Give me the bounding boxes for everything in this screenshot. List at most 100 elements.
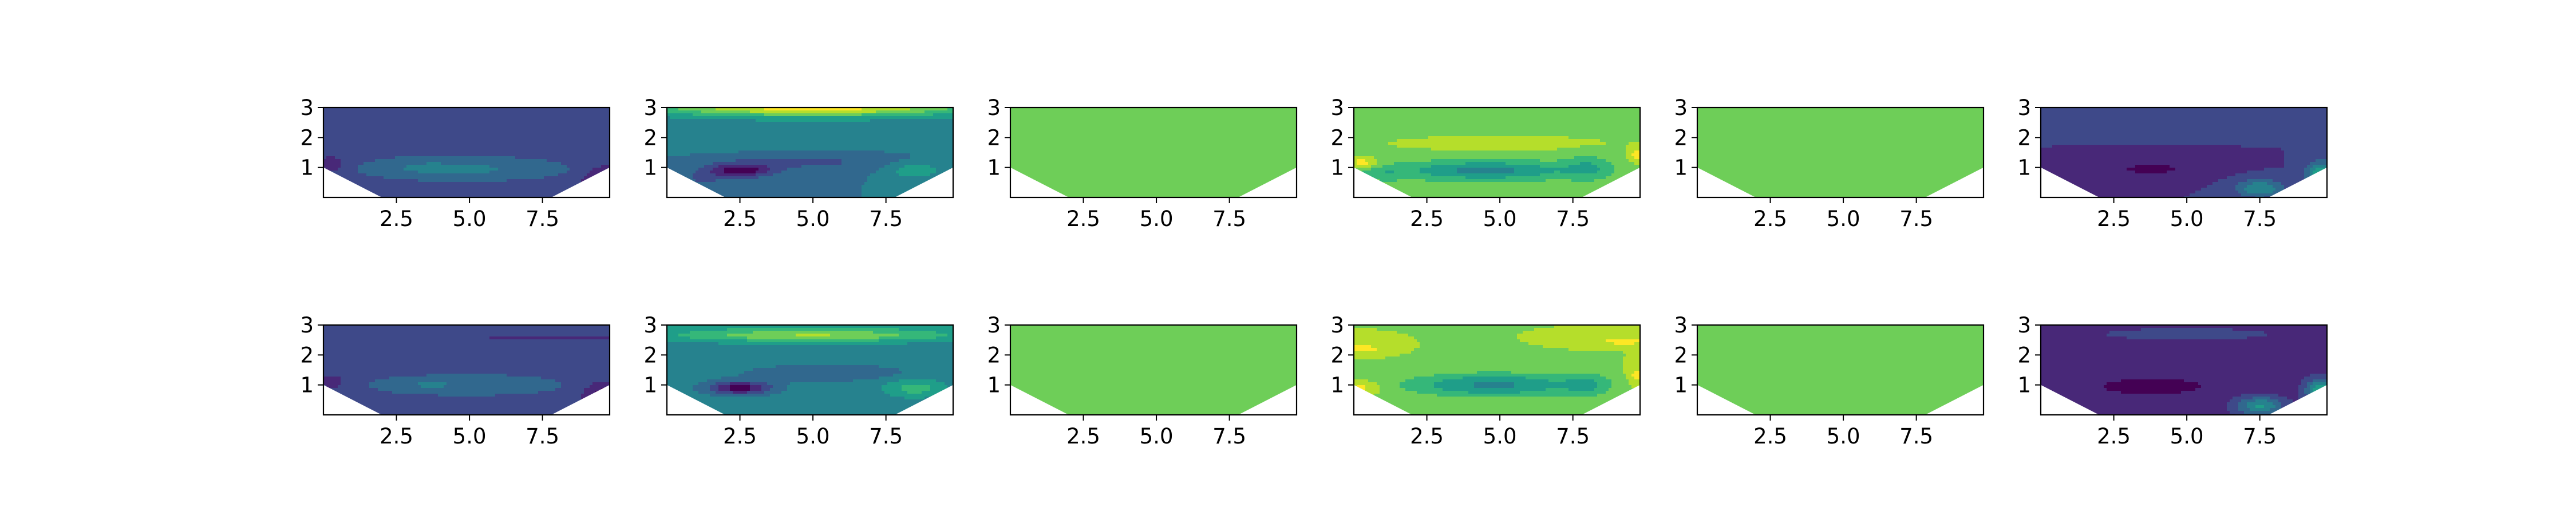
contour-cell xyxy=(758,125,762,128)
contour-cell xyxy=(879,136,882,140)
contour-cell xyxy=(524,173,527,177)
contour-cell xyxy=(876,153,879,157)
contour-cell xyxy=(521,122,524,125)
contour-cell xyxy=(942,110,945,114)
contour-cell xyxy=(781,113,785,117)
contour-cell xyxy=(398,145,401,148)
contour-cell xyxy=(341,156,344,160)
contour-cell xyxy=(555,130,559,134)
contour-cell xyxy=(667,130,670,134)
contour-cell xyxy=(841,108,845,111)
contour-cell xyxy=(930,128,934,131)
contour-cell xyxy=(389,108,393,111)
contour-cell xyxy=(561,168,564,171)
contour-cell xyxy=(550,176,553,180)
contour-cell xyxy=(509,191,513,194)
contour-cell xyxy=(675,148,679,151)
contour-cell xyxy=(478,133,481,137)
contour-cell xyxy=(323,156,327,160)
contour-cell xyxy=(830,156,833,160)
contour-cell xyxy=(512,122,516,125)
contour-cell xyxy=(839,122,842,125)
contour-cell xyxy=(867,153,871,157)
contour-cell xyxy=(352,119,355,122)
contour-cell xyxy=(541,168,544,171)
contour-cell xyxy=(369,136,373,140)
contour-cell xyxy=(670,159,673,163)
contour-cell xyxy=(813,139,816,142)
contour-cell xyxy=(887,139,891,142)
contour-cell xyxy=(696,119,699,122)
contour-cell xyxy=(587,122,590,125)
contour-cell xyxy=(939,148,942,151)
contour-cell xyxy=(575,179,579,183)
contour-cell xyxy=(381,145,384,148)
contour-cell xyxy=(521,119,524,122)
contour-cell xyxy=(455,119,459,122)
contour-cell xyxy=(455,136,459,140)
contour-cell xyxy=(518,188,521,191)
contour-cell xyxy=(381,173,384,177)
contour-cell xyxy=(859,125,862,128)
contour-cell xyxy=(561,110,564,114)
contour-cell xyxy=(547,185,550,188)
contour-cell xyxy=(681,125,685,128)
contour-cell xyxy=(550,191,553,194)
contour-cell xyxy=(873,142,876,145)
contour-cell xyxy=(690,133,693,137)
contour-cell xyxy=(438,148,441,151)
contour-cell xyxy=(395,148,398,151)
contour-cell xyxy=(879,128,882,131)
contour-cell xyxy=(681,122,685,125)
contour-cell xyxy=(922,145,925,148)
contour-cell xyxy=(561,153,564,157)
contour-cell xyxy=(862,113,865,117)
contour-cell xyxy=(335,119,338,122)
contour-cell xyxy=(924,139,928,142)
contour-cell xyxy=(836,113,839,117)
contour-cell xyxy=(481,176,484,180)
contour-cell xyxy=(950,130,953,134)
contour-cell xyxy=(415,108,418,111)
contour-cell xyxy=(561,145,564,148)
contour-cell xyxy=(847,128,851,131)
contour-cell xyxy=(472,116,476,120)
contour-cell xyxy=(364,122,367,125)
contour-cell xyxy=(764,136,768,140)
contour-cell xyxy=(827,145,831,148)
contour-cell xyxy=(398,176,401,180)
contour-cell xyxy=(844,119,848,122)
contour-cell xyxy=(670,128,673,131)
contour-cell xyxy=(902,116,905,120)
contour-cell xyxy=(733,156,736,160)
contour-cell xyxy=(544,110,547,114)
contour-cell xyxy=(567,171,570,174)
contour-cell xyxy=(687,130,690,134)
contour-cell xyxy=(584,113,587,117)
contour-cell xyxy=(552,142,556,145)
contour-cell xyxy=(469,145,473,148)
contour-cell xyxy=(558,108,562,111)
contour-cell xyxy=(404,162,407,165)
contour-cell xyxy=(364,119,367,122)
contour-cell xyxy=(670,139,673,142)
contour-cell xyxy=(587,168,590,171)
contour-cell xyxy=(509,188,513,191)
contour-cell xyxy=(378,193,381,197)
contour-cell xyxy=(406,136,410,140)
contour-cell xyxy=(372,168,376,171)
contour-cell xyxy=(464,153,467,157)
contour-cell xyxy=(833,159,836,163)
contour-cell xyxy=(372,125,376,128)
contour-cell xyxy=(592,116,596,120)
contour-cell xyxy=(716,110,719,114)
contour-cell xyxy=(816,113,819,117)
contour-cell xyxy=(355,108,358,111)
contour-cell xyxy=(561,133,564,137)
contour-cell xyxy=(489,125,493,128)
contour-cell xyxy=(384,171,387,174)
contour-cell xyxy=(455,128,459,131)
contour-cell xyxy=(733,110,736,114)
contour-cell xyxy=(484,193,487,197)
contour-cell xyxy=(919,130,922,134)
